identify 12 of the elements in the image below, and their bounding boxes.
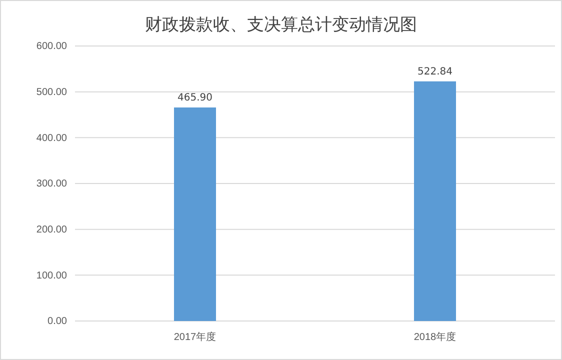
y-tick-label: 500.00 [36,87,68,98]
y-tick-label: 200.00 [36,224,68,236]
data-label: 465.90 [178,92,212,104]
y-tick-label: 0.00 [48,316,68,328]
y-tick-label: 100.00 [36,270,68,282]
data-label: 522.84 [418,66,452,78]
y-tick-label: 600.00 [36,41,68,52]
y-tick-label: 400.00 [36,132,68,144]
y-tick-label: 300.00 [36,178,68,190]
x-tick-label: 2018年度 [414,331,456,344]
x-tick-label: 2017年度 [174,331,216,344]
chart-title: 财政拨款收、支决算总计变动情况图 [145,15,417,35]
